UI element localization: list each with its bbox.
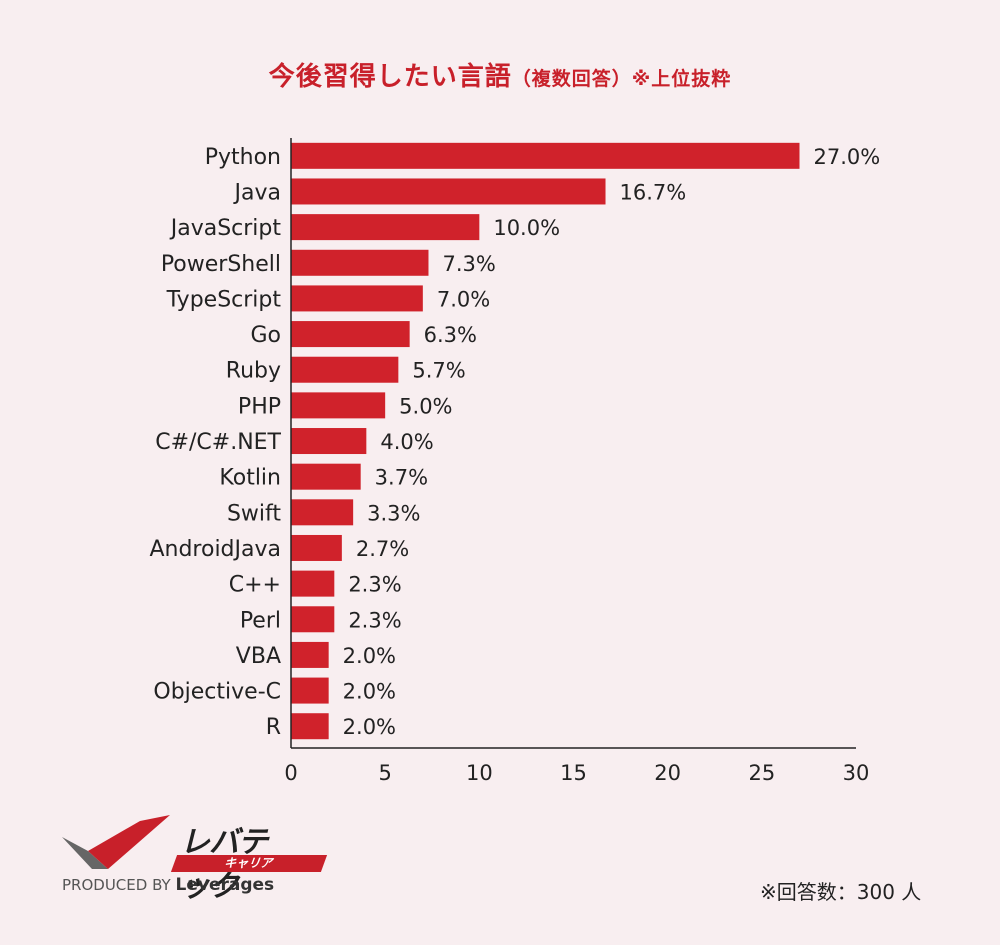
produced-name: Leverages xyxy=(175,875,275,895)
bar xyxy=(291,214,480,241)
logo-brand: レバテック xyxy=(180,825,268,904)
x-tick-label: 0 xyxy=(284,761,297,785)
category-label: Objective-C xyxy=(153,680,281,705)
leverages-logo: レバテック キャリア PRODUCED BY Leverages xyxy=(62,815,328,904)
data-label: 6.3% xyxy=(424,323,477,347)
bar xyxy=(291,249,429,276)
data-label: 27.0% xyxy=(814,145,881,169)
x-tick-label: 10 xyxy=(466,761,493,785)
data-label: 7.0% xyxy=(437,287,490,311)
category-label: R xyxy=(266,715,281,740)
bar xyxy=(291,463,361,490)
x-tick-label: 15 xyxy=(560,761,587,785)
data-label: 4.0% xyxy=(380,430,433,454)
category-label: JavaScript xyxy=(169,216,282,241)
category-label: Ruby xyxy=(226,359,281,384)
data-label: 7.3% xyxy=(442,252,495,276)
bar xyxy=(291,499,354,526)
bar xyxy=(291,713,329,740)
respondent-count: ※回答数：300 人 xyxy=(760,880,922,904)
data-label: 2.0% xyxy=(343,680,396,704)
category-label: Perl xyxy=(240,608,281,633)
x-tick-label: 25 xyxy=(748,761,775,785)
data-label: 2.0% xyxy=(343,644,396,668)
bar xyxy=(291,428,367,455)
category-label: Kotlin xyxy=(219,466,281,491)
chart-title-main: 今後習得したい言語 xyxy=(268,62,512,92)
data-label: 16.7% xyxy=(620,180,687,204)
data-label: 2.3% xyxy=(348,573,401,597)
produced-prefix: PRODUCED BY xyxy=(62,876,171,894)
data-label: 10.0% xyxy=(493,216,560,240)
category-label: Go xyxy=(250,323,281,348)
category-label: C#/C#.NET xyxy=(155,430,281,455)
category-label: PHP xyxy=(238,394,281,419)
category-label: TypeScript xyxy=(166,287,282,312)
bar xyxy=(291,570,335,597)
data-label: 3.7% xyxy=(375,466,428,490)
bar xyxy=(291,641,329,668)
category-label: PowerShell xyxy=(161,252,281,277)
category-label: AndroidJava xyxy=(149,537,281,562)
bar xyxy=(291,285,423,312)
bar xyxy=(291,321,410,348)
data-label: 2.7% xyxy=(356,537,409,561)
bar-chart: Python 27.0% Java 16.7% JavaScript 10.0% Power… xyxy=(149,138,881,785)
bar xyxy=(291,178,606,205)
chart-title-sub: （複数回答）※上位抜粋 xyxy=(511,68,732,90)
bar xyxy=(291,534,342,561)
checkmark-logo-icon xyxy=(62,815,170,869)
category-label: VBA xyxy=(236,644,281,669)
produced-by: PRODUCED BY Leverages xyxy=(62,875,274,895)
data-label: 2.3% xyxy=(348,608,401,632)
x-tick-label: 20 xyxy=(654,761,681,785)
category-label: Python xyxy=(205,145,281,170)
category-label: Swift xyxy=(227,501,281,526)
bar xyxy=(291,606,335,633)
category-label: Java xyxy=(233,180,281,205)
bar xyxy=(291,392,386,419)
chart-title: 今後習得したい言語（複数回答）※上位抜粋 xyxy=(0,56,1000,93)
bar xyxy=(291,677,329,704)
data-label: 2.0% xyxy=(343,715,396,739)
data-label: 3.3% xyxy=(367,501,420,525)
x-tick-label: 30 xyxy=(843,761,870,785)
bar xyxy=(291,356,399,383)
logo-tag: キャリア xyxy=(170,855,328,872)
category-label: C++ xyxy=(229,573,281,598)
x-tick-label: 5 xyxy=(378,761,391,785)
data-label: 5.0% xyxy=(399,394,452,418)
bar xyxy=(291,142,800,169)
data-label: 5.7% xyxy=(412,359,465,383)
